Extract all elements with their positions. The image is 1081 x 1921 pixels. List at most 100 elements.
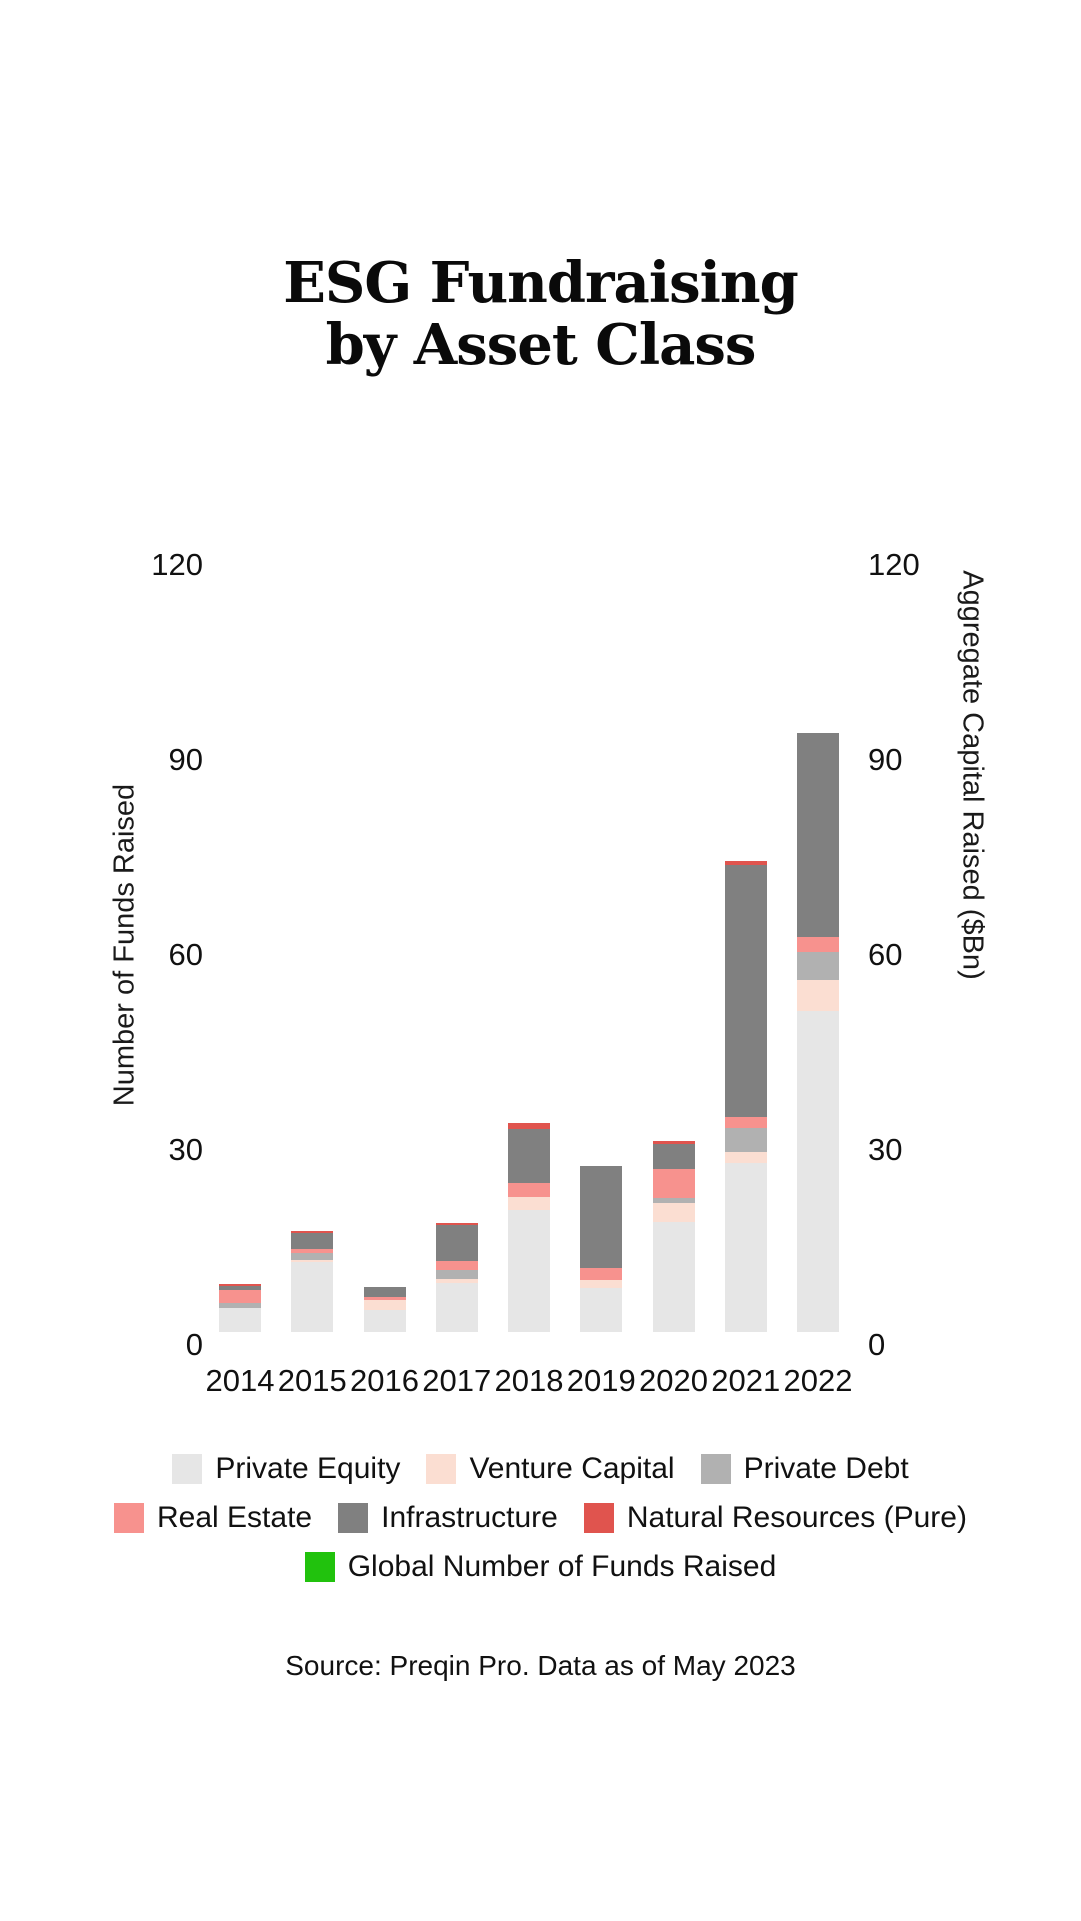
bar-2018-segment-natural_resources <box>508 1123 550 1130</box>
legend-label: Natural Resources (Pure) <box>626 1501 967 1534</box>
chart-legend: Private Equity Venture Capital Private Deb… <box>0 1452 1081 1584</box>
bar-2021-segment-natural_resources <box>724 861 767 865</box>
chart-title: ESG Fundraising by Asset Class <box>0 252 1081 376</box>
bar-2022-segment-private_debt <box>797 952 839 980</box>
bar-2014 <box>219 1283 261 1332</box>
legend-label: Private Debt <box>743 1452 909 1485</box>
bar-2019 <box>580 1165 623 1332</box>
x-label-2019: 2019 <box>566 1363 636 1398</box>
bar-2014-segment-natural_resources <box>219 1283 261 1286</box>
bar-2020-segment-infrastructure <box>652 1144 695 1169</box>
bar-2018-segment-real_estate <box>508 1182 550 1197</box>
bar-2021-segment-infrastructure <box>724 864 767 1117</box>
bar-2021-segment-private_debt <box>724 1127 767 1152</box>
legend-item-private_debt: Private Debt <box>700 1452 909 1486</box>
legend-label: Global Number of Funds Raised <box>347 1550 777 1583</box>
x-label-2018: 2018 <box>494 1363 564 1398</box>
y-tick-right-60: 60 <box>868 937 903 972</box>
real_estate-swatch-icon <box>114 1503 145 1533</box>
bar-2019-segment-real_estate <box>580 1268 623 1281</box>
x-label-2022: 2022 <box>783 1363 853 1398</box>
bar-2017-segment-private_debt <box>435 1269 478 1280</box>
bar-2020-segment-private_equity <box>652 1222 695 1332</box>
bar-2017 <box>435 1223 478 1332</box>
chart-title-line-1: ESG Fundraising <box>283 250 799 316</box>
bar-2022-segment-real_estate <box>797 937 839 953</box>
legend-label: Infrastructure <box>381 1501 558 1534</box>
bar-2015-segment-private_debt <box>291 1252 334 1260</box>
y-tick-left-120: 120 <box>151 547 203 582</box>
bar-2022-segment-venture_capital <box>797 979 839 1011</box>
x-label-2014: 2014 <box>205 1363 275 1398</box>
y-tick-left-90: 90 <box>168 742 203 777</box>
bar-2018-segment-venture_capital <box>508 1196 550 1210</box>
bar-2017-segment-private_equity <box>435 1283 478 1332</box>
global_funds_raised-swatch-icon <box>304 1552 335 1582</box>
source-note: Source: Preqin Pro. Data as of May 2023 <box>285 1650 796 1681</box>
bar-2016-segment-private_equity <box>363 1309 406 1332</box>
bar-2015 <box>291 1231 334 1332</box>
bar-2015-segment-natural_resources <box>291 1231 334 1234</box>
bar-2017-segment-natural_resources <box>435 1223 478 1226</box>
bar-2021-segment-real_estate <box>724 1116 767 1128</box>
bar-2022-segment-private_equity <box>797 1010 839 1332</box>
bar-2018 <box>508 1123 550 1332</box>
bar-2016-segment-real_estate <box>363 1296 406 1301</box>
bar-2014-segment-real_estate <box>219 1289 261 1303</box>
bar-2014-segment-private_debt <box>219 1302 261 1308</box>
bar-2017-segment-real_estate <box>435 1260 478 1270</box>
y-tick-right-0: 0 <box>868 1327 886 1362</box>
bar-2014-segment-infrastructure <box>219 1285 261 1290</box>
bar-2019-segment-infrastructure <box>580 1165 623 1269</box>
legend-item-private_equity: Private Equity <box>172 1452 400 1486</box>
bar-2015-segment-private_equity <box>291 1261 334 1332</box>
legend-row-1: Private Equity Venture Capital Private Deb… <box>172 1452 909 1486</box>
legend-label: Real Estate <box>157 1501 313 1534</box>
bar-2020-segment-venture_capital <box>652 1203 695 1223</box>
bar-2017-segment-infrastructure <box>435 1225 478 1261</box>
bar-2014-segment-private_equity <box>219 1307 261 1332</box>
legend-label: Venture Capital <box>469 1452 675 1485</box>
x-label-2016: 2016 <box>350 1363 419 1398</box>
x-label-2015: 2015 <box>277 1363 347 1398</box>
bar-2022-segment-infrastructure <box>797 732 839 938</box>
legend-item-global_funds_raised: Global Number of Funds Raised <box>304 1550 777 1584</box>
infrastructure-swatch-icon <box>338 1503 369 1533</box>
bar-2021 <box>724 861 767 1332</box>
bar-2015-segment-venture_capital <box>291 1259 334 1262</box>
bar-2016 <box>363 1287 406 1332</box>
y-tick-left-30: 30 <box>168 1132 203 1167</box>
bar-2016-segment-venture_capital <box>363 1300 406 1310</box>
legend-item-venture_capital: Venture Capital <box>426 1452 675 1486</box>
bar-2022 <box>797 732 839 1332</box>
x-label-2021: 2021 <box>711 1363 781 1398</box>
y-tick-right-120: 120 <box>868 547 920 582</box>
bar-2020-segment-real_estate <box>652 1168 695 1199</box>
natural_resources-swatch-icon <box>583 1503 614 1533</box>
venture_capital-swatch-icon <box>426 1454 457 1484</box>
private_equity-swatch-icon <box>172 1454 203 1484</box>
right-axis-title: Aggregate Capital Raised ($Bn) <box>956 570 989 980</box>
bar-2017-segment-venture_capital <box>435 1279 478 1284</box>
bar-2015-segment-infrastructure <box>291 1233 334 1250</box>
bar-2020 <box>652 1140 695 1332</box>
legend-row-2: Real Estate Infrastructure Natural Resourc… <box>114 1501 967 1535</box>
y-tick-left-60: 60 <box>168 937 203 972</box>
legend-item-natural_resources: Natural Resources (Pure) <box>583 1501 967 1535</box>
y-tick-left-0: 0 <box>185 1327 203 1362</box>
legend-row-3: Global Number of Funds Raised <box>304 1550 777 1584</box>
bar-2020-segment-private_debt <box>652 1198 695 1204</box>
legend-item-infrastructure: Infrastructure <box>338 1501 558 1535</box>
bar-2019-segment-private_equity <box>580 1287 623 1332</box>
private_debt-swatch-icon <box>700 1454 731 1484</box>
x-label-2017: 2017 <box>422 1363 492 1398</box>
legend-item-real_estate: Real Estate <box>114 1501 312 1535</box>
bar-2019-segment-venture_capital <box>580 1280 623 1288</box>
bar-2018-segment-infrastructure <box>508 1129 550 1183</box>
bar-2018-segment-private_equity <box>508 1209 550 1332</box>
y-tick-right-90: 90 <box>868 742 903 777</box>
y-tick-right-30: 30 <box>868 1132 903 1167</box>
plot-area <box>205 552 855 1332</box>
legend-label: Private Equity <box>215 1452 401 1485</box>
